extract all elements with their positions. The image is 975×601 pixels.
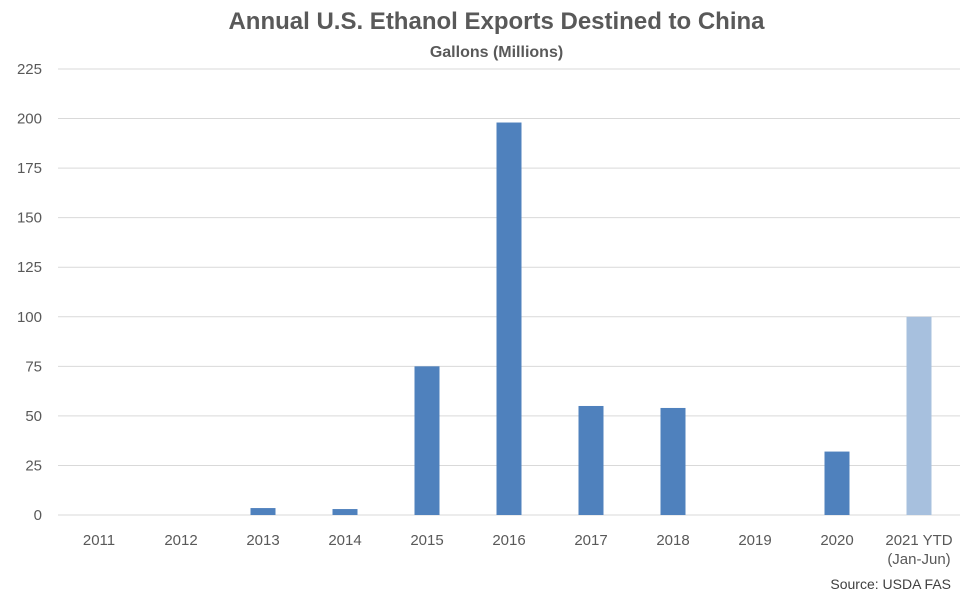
x-tick-label: 2016 <box>492 532 525 549</box>
y-tick-label: 0 <box>34 507 42 524</box>
x-tick-label: 2011 <box>83 532 115 549</box>
bar <box>824 451 850 515</box>
bar <box>414 366 440 515</box>
y-tick-label: 200 <box>17 111 42 128</box>
x-tick-label: 2012 <box>164 532 197 549</box>
chart-title: Annual U.S. Ethanol Exports Destined to … <box>228 8 765 35</box>
x-tick-label: (Jan-Jun) <box>887 551 950 568</box>
bar <box>578 405 604 515</box>
y-tick-label: 225 <box>17 61 42 78</box>
chart-subtitle: Gallons (Millions) <box>429 44 564 61</box>
bar <box>906 316 932 515</box>
x-tick-label: 2017 <box>574 532 607 549</box>
x-tick-label: 2014 <box>328 532 361 549</box>
x-tick-label: 2013 <box>246 532 279 549</box>
x-tick-label: 2021 YTD <box>885 532 952 549</box>
y-tick-label: 150 <box>17 210 42 227</box>
source-note: Source: USDA FAS <box>830 576 951 592</box>
x-tick-label: 2015 <box>410 532 443 549</box>
y-tick-label: 25 <box>25 457 42 474</box>
bar <box>250 508 276 515</box>
x-tick-label: 2018 <box>656 532 689 549</box>
y-tick-label: 175 <box>17 160 42 177</box>
x-tick-label: 2020 <box>820 532 853 549</box>
bar <box>496 122 522 516</box>
y-tick-label: 50 <box>25 408 42 425</box>
x-tick-label: 2019 <box>738 532 771 549</box>
y-tick-label: 125 <box>17 259 42 276</box>
bar <box>660 407 686 515</box>
bar <box>332 509 358 515</box>
y-tick-label: 100 <box>17 309 42 326</box>
y-tick-label: 75 <box>25 358 42 375</box>
